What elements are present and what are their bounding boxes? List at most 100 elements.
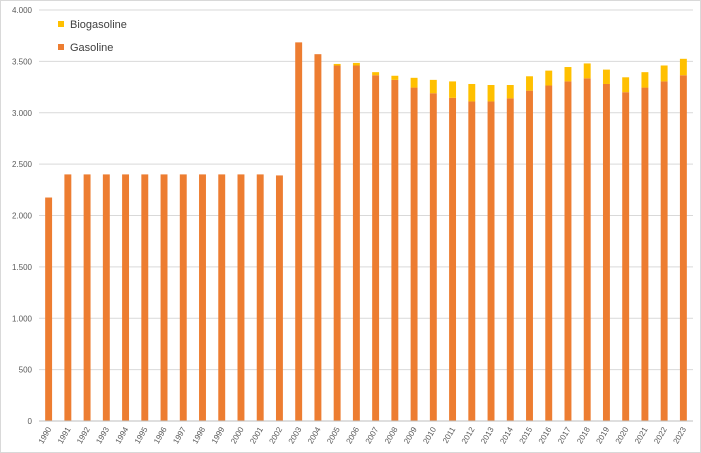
bar-gasoline-2020 [622,92,630,421]
bar-gasoline-2000 [237,174,245,421]
x-tick-label: 2020 [614,425,631,445]
bar-biogasoline-2017 [564,67,572,82]
bar-biogasoline-2006 [352,62,360,66]
bar-gasoline-1992 [83,174,91,421]
bar-gasoline-1993 [102,174,110,421]
bar-gasoline-1994 [122,174,130,421]
bar-biogasoline-2020 [622,77,630,93]
y-tick-label: 1.000 [12,314,33,323]
bar-biogasoline-2021 [641,72,649,88]
x-tick-label: 1994 [114,425,131,445]
x-tick-label: 1990 [37,425,54,445]
legend-swatch-gasoline [58,44,64,50]
bar-gasoline-1995 [141,174,149,421]
bar-gasoline-2023 [679,75,687,421]
x-tick-label: 1991 [56,425,73,445]
bar-gasoline-2016 [545,85,553,422]
bar-gasoline-1999 [218,174,226,421]
bar-gasoline-1998 [199,174,206,421]
bar-gasoline-2008 [391,79,399,422]
y-tick-label: 3.500 [12,57,33,66]
bar-gasoline-2010 [429,93,437,421]
bar-gasoline-2021 [641,87,649,422]
bar-gasoline-1991 [64,174,72,421]
x-tick-label: 2006 [344,425,361,445]
x-tick-label: 2013 [479,425,496,445]
legend-swatch-biogasoline [58,21,64,27]
bar-gasoline-2007 [372,75,380,421]
legend: Biogasoline Gasoline [58,19,127,54]
bar-gasoline-2011 [449,97,457,421]
bar-gasoline-2001 [256,174,264,421]
x-tick-label: 2011 [441,425,458,445]
x-tick-labels: 1990 1991 1992 1993 1994 1995 1996 1997 1998 1999… [37,425,689,445]
x-tick-label: 2007 [364,425,381,445]
x-tick-label: 2002 [267,425,284,445]
bar-gasoline-2022 [660,81,668,421]
bar-gasoline-1990 [45,197,53,421]
bar-gasoline-2014 [506,98,514,422]
x-tick-label: 2008 [383,425,400,445]
bar-gasoline-1996 [160,174,168,421]
x-tick-label: 2023 [671,425,688,445]
y-tick-label: 3.000 [12,109,33,118]
bar-gasoline-2018 [583,78,591,422]
bar-gasoline-2019 [602,83,610,421]
x-tick-label: 2018 [575,425,592,445]
bar-biogasoline-2015 [526,76,533,91]
x-tick-label: 2019 [594,425,611,445]
bar-gasoline-2006 [352,65,360,422]
bars [45,42,687,422]
legend-item-biogasoline: Biogasoline [58,19,127,31]
bar-biogasoline-2019 [602,69,610,84]
y-tick-label: 2.000 [12,212,33,221]
bar-gasoline-2012 [468,101,476,421]
bar-biogasoline-2008 [391,75,399,80]
bar-gasoline-2015 [526,90,533,421]
bar-biogasoline-2007 [372,72,380,76]
bar-biogasoline-2009 [410,77,418,88]
x-tick-label: 2017 [556,425,573,445]
bar-biogasoline-2011 [449,81,457,98]
y-tick-labels: 0 500 1.000 1.500 2.000 2.500 3.000 3.500 4.000 [12,6,33,426]
x-tick-label: 2022 [652,425,669,445]
y-tick-label: 4.000 [12,6,33,15]
x-tick-label: 2012 [460,425,477,445]
bar-biogasoline-2005 [333,63,341,66]
x-tick-label: 2014 [498,425,515,445]
x-tick-label: 1993 [94,425,111,445]
x-tick-label: 1998 [191,425,208,445]
bar-biogasoline-2022 [660,65,668,82]
x-tick-label: 2021 [633,425,650,445]
legend-label-biogasoline: Biogasoline [70,19,127,31]
x-tick-label: 1992 [75,425,92,445]
x-tick-label: 2005 [325,425,342,445]
bar-gasoline-2013 [487,101,495,421]
y-tick-label: 1.500 [12,263,33,272]
x-tick-label: 2009 [402,425,419,445]
legend-item-gasoline: Gasoline [58,42,113,54]
x-tick-label: 1997 [171,425,188,445]
x-tick-label: 2000 [229,425,246,445]
bar-biogasoline-2013 [487,85,495,102]
legend-label-gasoline: Gasoline [70,42,113,54]
bar-gasoline-2005 [333,65,341,422]
bar-biogasoline-2023 [679,58,687,76]
x-tick-label: 1995 [133,425,150,445]
bar-biogasoline-2014 [506,85,514,99]
gridlines [39,9,693,371]
x-tick-label: 2001 [248,425,265,445]
bar-biogasoline-2010 [429,79,437,94]
x-tick-label: 2015 [518,425,535,445]
y-tick-label: 2.500 [12,160,33,169]
bar-biogasoline-2016 [545,70,553,86]
x-tick-label: 2004 [306,425,323,445]
x-tick-label: 1996 [152,425,169,445]
bar-gasoline-2009 [410,87,418,422]
x-tick-label: 2010 [421,425,438,445]
y-tick-label: 500 [19,366,33,375]
bar-gasoline-2003 [295,42,303,422]
bar-gasoline-2017 [564,81,572,421]
